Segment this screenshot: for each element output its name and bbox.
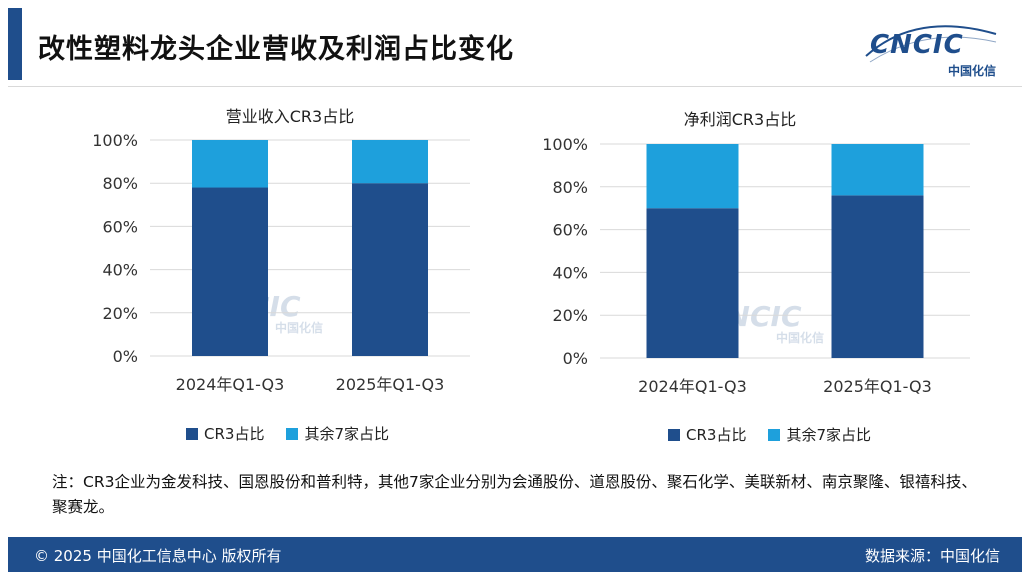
- chart2-legend-swatch-cr3: [668, 428, 680, 441]
- chart1-bar-cr3-0: [192, 187, 268, 356]
- chart1-svg: 0% 20% 40% 60% 80% 100% 2024年Q1-Q3 2025年Q1-Q3: [92, 131, 470, 394]
- chart2-legend-item-cr3: CR3占比: [668, 424, 746, 445]
- chart2-title: 净利润CR3占比: [683, 110, 797, 129]
- chart2-ytick-label: 80%: [552, 178, 588, 197]
- chart2-bar-others-1: [831, 144, 924, 196]
- chart1-bar-others-0: [192, 140, 268, 188]
- chart1: 0% 20% 40% 60% 80% 100% 2024年Q1-Q3 2025年Q1-Q3: [60, 120, 480, 410]
- chart1-title: 营业收入CR3占比: [225, 107, 355, 126]
- chart1-ytick-label: 40%: [102, 261, 138, 280]
- chart1-ytick-label: 20%: [102, 304, 138, 323]
- chart2-ytick-label: 20%: [552, 306, 588, 325]
- footer-source: 数据来源：中国化信: [864, 547, 1000, 565]
- chart2-legend-swatch-others: [768, 428, 781, 441]
- chart1-legend-swatch-others: [286, 427, 299, 440]
- chart2-legend: CR3占比 其余7家占比: [668, 424, 893, 445]
- chart1-ytick-label: 60%: [102, 217, 138, 236]
- header-divider: [8, 86, 1022, 87]
- chart1-legend-label-others: 其余7家占比: [304, 425, 389, 443]
- chart2-svg: 0% 20% 40% 60% 80% 100% 2024年Q1-Q3 2025年Q1-Q3: [542, 135, 970, 396]
- chart2-legend-label-others: 其余7家占比: [786, 426, 871, 444]
- chart1-bar-cr3-1: [352, 183, 428, 356]
- logo-subtext: 中国化信: [948, 64, 997, 78]
- chart2-bar-cr3-1: [831, 195, 924, 358]
- chart1-ytick-label: 0%: [113, 347, 138, 366]
- chart1-ytick-label: 80%: [102, 174, 138, 193]
- chart1-xtick-label: 2024年Q1-Q3: [176, 375, 285, 394]
- cncic-logo: CNCIC 中国化信: [856, 16, 1006, 86]
- chart1-legend-item-others: 其余7家占比: [286, 423, 389, 444]
- chart2-bar-others-0: [646, 144, 739, 209]
- chart1-bar-others-1: [352, 140, 428, 184]
- chart1-legend-label-cr3: CR3占比: [204, 425, 265, 443]
- chart2-ytick-label: 0%: [563, 349, 588, 368]
- chart2-bar-cr3-0: [646, 208, 739, 358]
- chart1-watermark-sub: 中国化信: [275, 321, 324, 335]
- chart2-xtick-label: 2025年Q1-Q3: [823, 377, 932, 396]
- header: 改性塑料龙头企业营收及利润占比变化 CNCIC 中国化信: [0, 0, 1030, 82]
- footer-copyright: © 2025 中国化工信息中心 版权所有: [34, 547, 282, 565]
- chart2-ytick-label: 60%: [552, 221, 588, 240]
- chart2-watermark-sub: 中国化信: [776, 331, 825, 345]
- logo-text: CNCIC: [870, 30, 964, 60]
- chart2-ytick-label: 100%: [542, 135, 588, 154]
- chart2-legend-label-cr3: CR3占比: [686, 426, 747, 444]
- chart2-legend-item-others: 其余7家占比: [768, 424, 871, 445]
- chart1-xtick-label: 2025年Q1-Q3: [336, 375, 445, 394]
- chart2-ytick-label: 40%: [552, 263, 588, 282]
- footer-bar: © 2025 中国化工信息中心 版权所有 数据来源：中国化信: [8, 537, 1022, 572]
- chart2-xtick-label: 2024年Q1-Q3: [638, 377, 747, 396]
- chart1-legend-item-cr3: CR3占比: [186, 423, 264, 444]
- page-title: 改性塑料龙头企业营收及利润占比变化: [38, 34, 514, 65]
- chart1-legend: CR3占比 其余7家占比: [186, 423, 411, 444]
- chart1-ytick-label: 100%: [92, 131, 138, 150]
- title-accent-bar: [8, 8, 22, 80]
- chart2: 0% 20% 40% 60% 80% 100% 2024年Q1-Q3 2025年Q1-Q3: [510, 128, 980, 418]
- chart1-legend-swatch-cr3: [186, 427, 198, 440]
- footnote: 注：CR3企业为金发科技、国恩股份和普利特，其他7家企业分别为会通股份、道恩股份…: [52, 473, 977, 516]
- logo-swoosh-icon: [865, 25, 997, 63]
